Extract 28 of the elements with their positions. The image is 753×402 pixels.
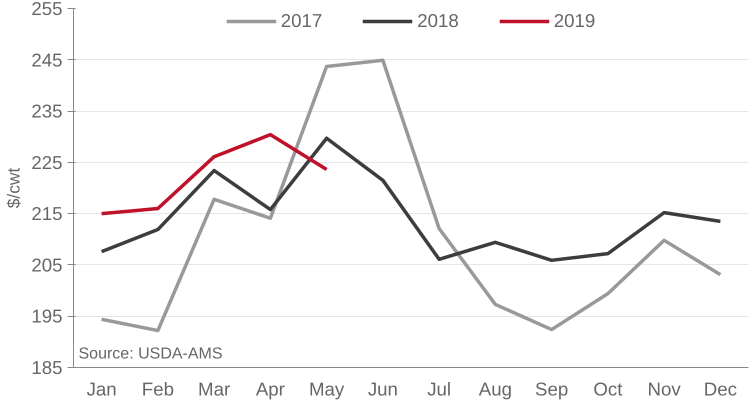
x-tick-label: Oct (593, 378, 624, 400)
line-series (100, 58, 722, 332)
y-tick-label: 255 (31, 0, 63, 19)
line-series (100, 136, 722, 262)
y-tick-label: 185 (31, 357, 63, 378)
y-tick-label: 225 (31, 152, 63, 173)
x-tick-label: Mar (198, 378, 230, 400)
y-tick-label: 215 (31, 203, 63, 224)
x-tick-label: Jul (427, 378, 452, 400)
y-tick-label: 205 (31, 254, 63, 276)
line-series (100, 132, 328, 216)
x-tick-label: Jun (368, 378, 398, 400)
legend-label: 2019 (554, 10, 596, 32)
y-tick-label: 235 (31, 100, 63, 122)
x-tick-label: Feb (142, 378, 174, 400)
annotation: Source: USDA-AMS (78, 346, 223, 362)
x-tick-label: Nov (648, 378, 682, 400)
y-tick-label: 195 (31, 306, 63, 327)
x-tick-label: May (309, 378, 345, 400)
y-tick-label: 245 (31, 49, 63, 70)
legend-label: 2018 (417, 10, 459, 32)
x-tick-label: Apr (256, 378, 285, 400)
x-tick-label: Aug (478, 378, 512, 400)
x-tick-label: Sep (535, 378, 568, 400)
x-tick-label: Dec (704, 378, 737, 400)
x-tick-label: Jan (86, 378, 117, 400)
legend-label: 2017 (280, 10, 322, 32)
y-axis-title: $/cwt (3, 168, 24, 208)
